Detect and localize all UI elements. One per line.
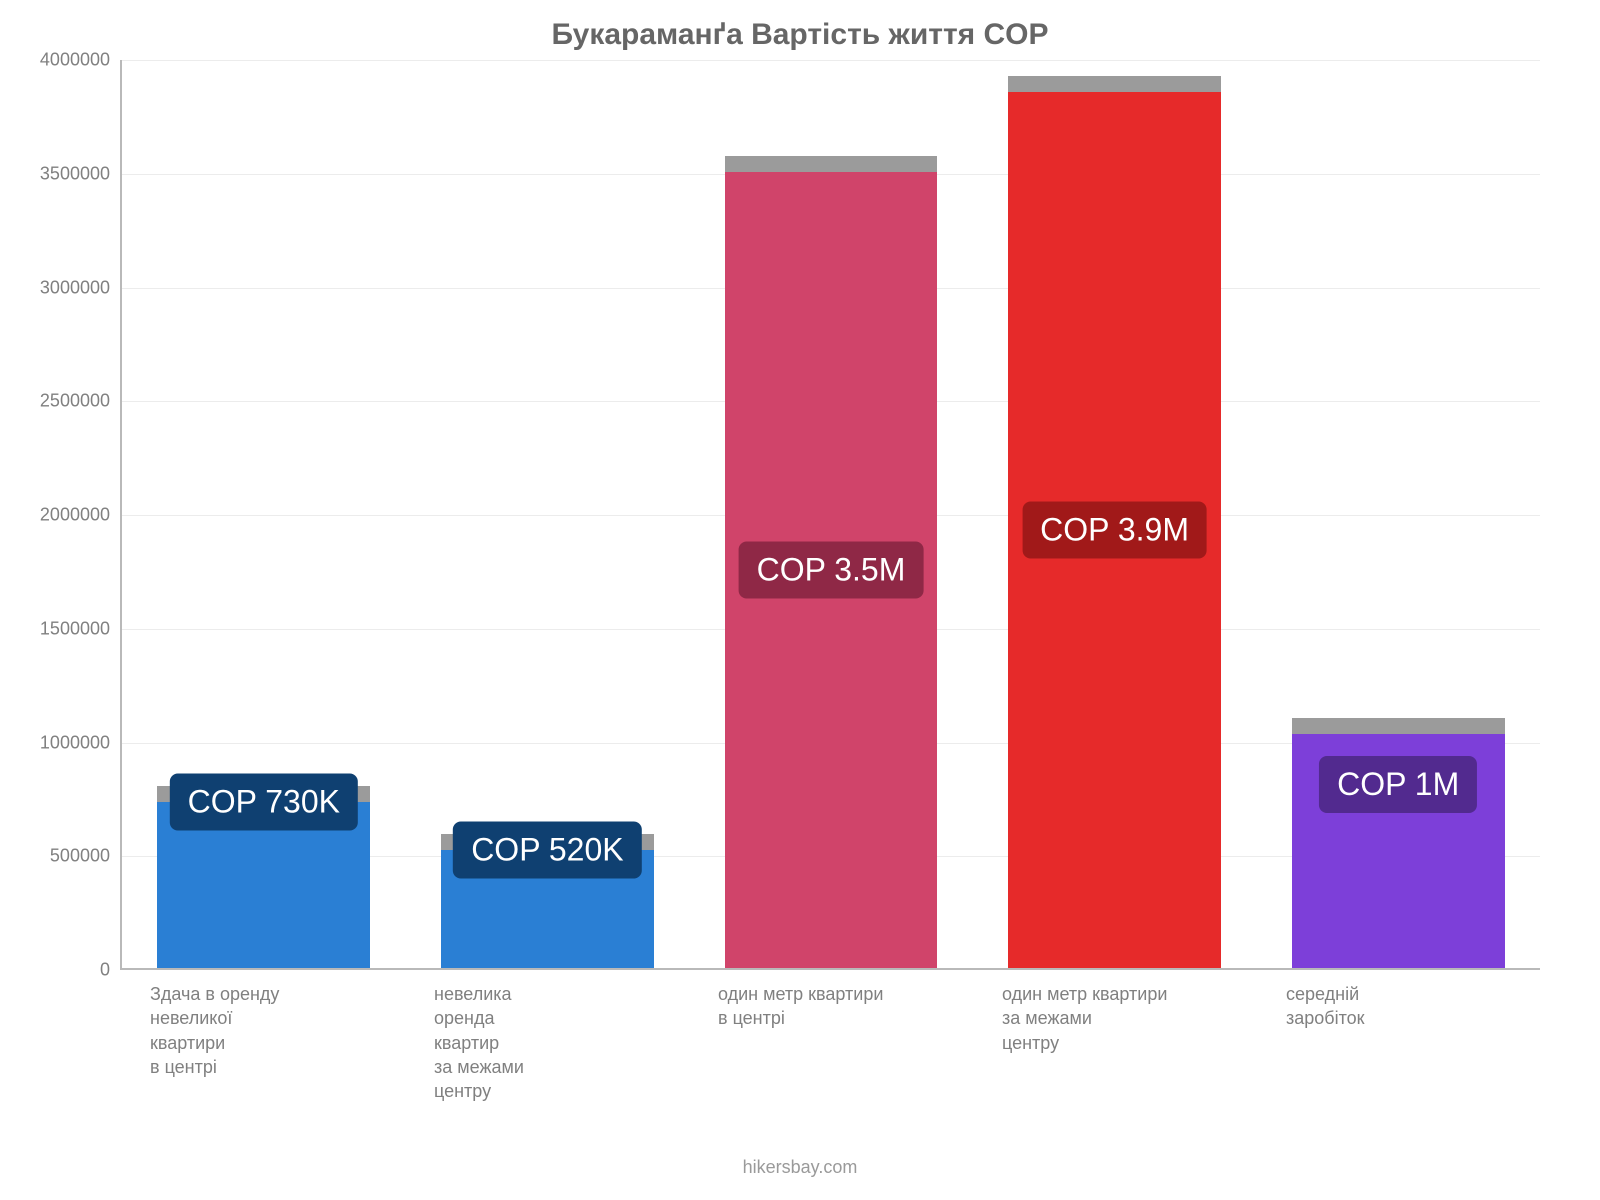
bar-slot: COP 3.5M	[689, 60, 973, 968]
x-tick-label: один метр квартири в центрі	[688, 982, 972, 1103]
bar: COP 1M	[1292, 734, 1505, 968]
bar: COP 730K	[157, 802, 370, 968]
y-tick-label: 3500000	[12, 163, 122, 184]
value-badge: COP 730K	[170, 773, 358, 830]
value-badge: COP 1M	[1319, 756, 1477, 813]
bar-slot: COP 520K	[406, 60, 690, 968]
cost-of-living-chart: Букараманґа Вартість життя COP 050000010…	[0, 0, 1600, 1200]
y-tick-label: 2000000	[12, 505, 122, 526]
x-tick-label: один метр квартири за межами центру	[972, 982, 1256, 1103]
bar-slot: COP 1M	[1256, 60, 1540, 968]
bar: COP 520K	[441, 850, 654, 968]
bar: COP 3.9M	[1008, 92, 1221, 968]
bar-shadow	[1008, 76, 1221, 92]
footer-credit: hikersbay.com	[0, 1157, 1600, 1178]
value-badge: COP 520K	[453, 821, 641, 878]
y-tick-label: 4000000	[12, 50, 122, 71]
x-tick-label: Здача в оренду невеликої квартири в цент…	[120, 982, 404, 1103]
y-tick-label: 1500000	[12, 618, 122, 639]
y-tick-label: 3000000	[12, 277, 122, 298]
x-tick-label: середній заробіток	[1256, 982, 1540, 1103]
x-axis-labels: Здача в оренду невеликої квартири в цент…	[120, 982, 1540, 1103]
chart-title: Букараманґа Вартість життя COP	[0, 18, 1600, 52]
bar: COP 3.5M	[725, 172, 938, 968]
bars-row: COP 730K COP 520K COP 3.5M COP 3.9M COP 1M	[122, 60, 1540, 968]
y-tick-label: 0	[12, 960, 122, 981]
plot-area: 0500000100000015000002000000250000030000…	[120, 60, 1540, 970]
y-tick-label: 500000	[12, 846, 122, 867]
value-badge: COP 3.9M	[1022, 502, 1207, 559]
y-tick-label: 2500000	[12, 391, 122, 412]
x-tick-label: невелика оренда квартир за межами центру	[404, 982, 688, 1103]
value-badge: COP 3.5M	[739, 541, 924, 598]
bar-shadow	[725, 156, 938, 172]
y-tick-label: 1000000	[12, 732, 122, 753]
bar-slot: COP 3.9M	[973, 60, 1257, 968]
bar-slot: COP 730K	[122, 60, 406, 968]
bar-shadow	[1292, 718, 1505, 734]
